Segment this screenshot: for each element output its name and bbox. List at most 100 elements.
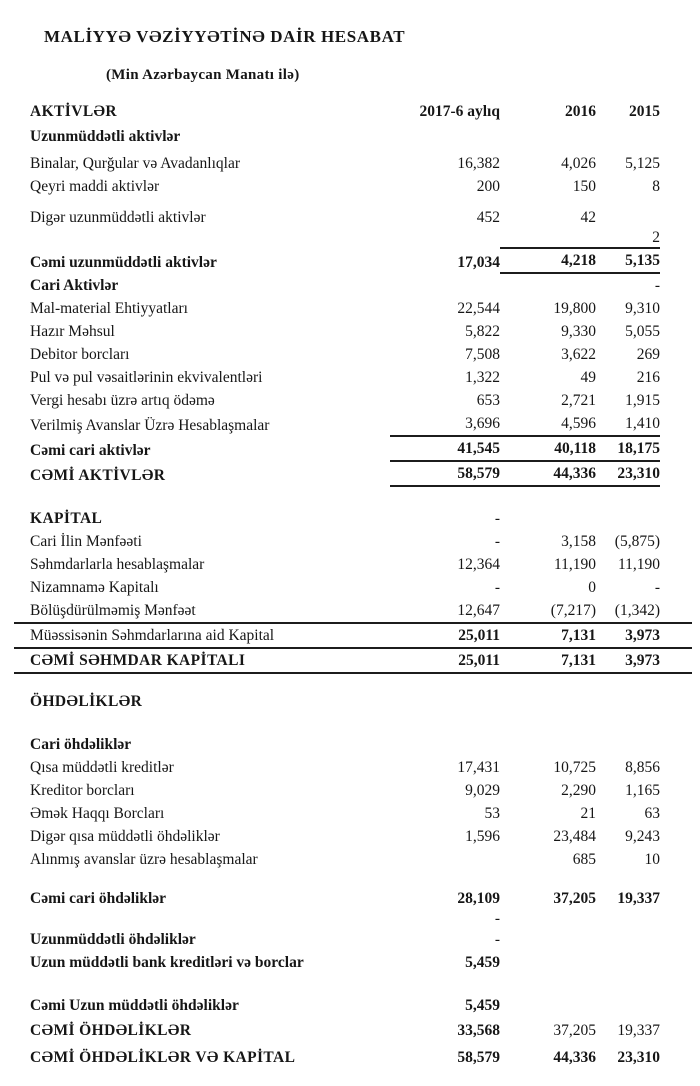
value-2016: 21	[580, 805, 597, 822]
value-2015: 5,135	[596, 249, 660, 274]
table-row: KAPİTAL -	[0, 507, 700, 530]
row-label: CƏMİ AKTİVLƏR	[30, 467, 166, 484]
table-row: Debitor borcları 7,508 3,622 269	[0, 343, 700, 366]
value-2017: 9,029	[465, 782, 500, 799]
value-2017: 22,544	[457, 300, 500, 317]
value-2015: 18,175	[596, 437, 660, 462]
table-row: Cari Aktivlər -	[0, 274, 700, 297]
value-2016: 19,800	[553, 300, 596, 317]
value-2015: 1,165	[625, 782, 660, 799]
value-2015: 1,410	[596, 412, 660, 437]
value-2016: 44,336	[500, 462, 596, 487]
row-label: Debitor borcları	[30, 346, 130, 363]
row-label: Cəmi cari öhdəliklər	[30, 890, 167, 907]
value-2017: 200	[476, 178, 500, 195]
value-2015: 19,337	[617, 1022, 660, 1039]
value-2016: 7,131	[561, 627, 596, 644]
value-2015: 11,190	[617, 556, 660, 573]
value-2015: 9,310	[625, 300, 660, 317]
table-row: Qeyri maddi aktivlər 200 150 8	[0, 175, 700, 198]
row-label: Alınmış avanslar üzrə hesablaşmalar	[30, 851, 258, 868]
table-row: -	[0, 910, 700, 928]
table-row: Digər qısa müddətli öhdəliklər 1,596 23,48…	[0, 825, 700, 848]
value-2017: 12,364	[457, 556, 500, 573]
value-2017: 5,459	[465, 954, 500, 971]
value-2016: 7,131	[561, 652, 596, 669]
section-header-aktivler: AKTİVLƏR	[30, 103, 117, 120]
row-label: Cari öhdəliklər	[30, 736, 132, 753]
value-2015: (5,875)	[614, 533, 660, 550]
value-2016: 42	[580, 209, 597, 226]
value-2015: 269	[636, 346, 660, 363]
value-2017: -	[494, 579, 500, 596]
table-row: Uzunmüddətli aktivlər	[0, 125, 700, 148]
value-2015: -	[654, 579, 660, 596]
value-2015: 3,973	[625, 652, 660, 669]
value-2017: -	[494, 533, 500, 550]
value-2015: (1,342)	[614, 602, 660, 619]
row-label: Cəmi uzunmüddətli aktivlər	[30, 254, 217, 271]
table-row: Cəmi uzunmüddətli aktivlər 17,034 4,218 5,1…	[0, 249, 700, 274]
row-label: Əmək Haqqı Borcları	[30, 805, 165, 822]
row-label: CƏMİ SƏHMDAR KAPİTALI	[30, 652, 246, 669]
row-label: CƏMİ ÖHDƏLİKLƏR	[30, 1022, 192, 1039]
column-header-2015: 2015	[629, 103, 660, 120]
value-2017: 28,109	[457, 890, 500, 907]
value-2017: 17,034	[457, 254, 500, 271]
balance-sheet-table: AKTİVLƏR 2017-6 aylıq 2016 2015 Uzunmüdd…	[0, 101, 700, 1069]
value-2016: 11,190	[553, 556, 596, 573]
table-body: Uzunmüddətli aktivlər Binalar, Qurğular v…	[0, 125, 700, 1069]
table-row: Verilmiş Avanslar Üzrə Hesablaşmalar 3,69…	[0, 412, 700, 437]
row-label: Qısa müddətli kreditlər	[30, 759, 174, 776]
value-2017: 25,011	[458, 627, 500, 644]
table-row: Nizamnamə Kapitalı - 0 -	[0, 576, 700, 599]
table-row: ÖHDƏLİKLƏR	[0, 690, 700, 713]
table-row: Cari İlin Mənfəəti - 3,158 (5,875)	[0, 530, 700, 553]
value-2016: 49	[580, 369, 597, 386]
value-2015: 10	[644, 851, 661, 868]
row-label: Səhmdarlarla hesablaşmalar	[30, 556, 205, 573]
value-2016: 3,622	[561, 346, 596, 363]
row-label: Bölüşdürülməmiş Mənfəət	[30, 602, 196, 619]
value-2015: 5,055	[625, 323, 660, 340]
row-label: Hazır Məhsul	[30, 323, 115, 340]
row-label: Cari Aktivlər	[30, 277, 119, 294]
table-row: Hazır Məhsul 5,822 9,330 5,055	[0, 320, 700, 343]
row-label: Cəmi Uzun müddətli öhdəliklər	[30, 997, 239, 1014]
row-label: Cəmi cari aktivlər	[30, 442, 151, 459]
table-row: Səhmdarlarla hesablaşmalar 12,364 11,190 11…	[0, 553, 700, 576]
value-2015: 5,125	[625, 155, 660, 172]
value-2016: 0	[588, 579, 596, 596]
row-label: CƏMİ ÖHDƏLİKLƏR VƏ KAPİTAL	[30, 1049, 296, 1066]
row-label: Pul və pul vəsaitlərinin ekvivalentləri	[30, 369, 263, 386]
value-2016: 150	[572, 178, 596, 195]
row-label: Vergi hesabı üzrə artıq ödəmə	[30, 392, 215, 409]
value-2016: (7,217)	[550, 602, 596, 619]
table-row: Alınmış avanslar üzrə hesablaşmalar 685 10	[0, 848, 700, 871]
value-2017: 1,322	[465, 369, 500, 386]
column-header-2016: 2016	[565, 103, 596, 120]
value-2017: 58,579	[457, 1049, 500, 1066]
value-2015: 63	[644, 805, 661, 822]
table-row: CƏMİ SƏHMDAR KAPİTALI 25,011 7,131 3,973	[14, 649, 692, 674]
row-label: Nizamnamə Kapitalı	[30, 579, 159, 596]
value-2016	[500, 247, 596, 249]
value-2017: 5,459	[465, 997, 500, 1014]
row-label: Mal-material Ehtiyyatları	[30, 300, 188, 317]
value-2016: 4,026	[561, 155, 596, 172]
value-2017: 653	[476, 392, 500, 409]
table-row: Vergi hesabı üzrə artıq ödəmə 653 2,721 1,9…	[0, 389, 700, 412]
value-2017: 1,596	[465, 828, 500, 845]
table-row: Uzunmüddətli öhdəliklər -	[0, 928, 700, 951]
value-2017: -	[494, 510, 500, 527]
table-row: CƏMİ ÖHDƏLİKLƏR VƏ KAPİTAL 58,579 44,336 23…	[0, 1046, 700, 1069]
value-2017: 53	[484, 805, 501, 822]
value-2016: 2,290	[561, 782, 596, 799]
table-row: Kreditor borcları 9,029 2,290 1,165	[0, 779, 700, 802]
value-2015: -	[654, 277, 660, 294]
value-2016: 37,205	[553, 890, 596, 907]
value-2017: 16,382	[457, 155, 500, 172]
value-2017: 7,508	[465, 346, 500, 363]
value-2017: 17,431	[457, 759, 500, 776]
row-label: Cari İlin Mənfəəti	[30, 533, 142, 550]
